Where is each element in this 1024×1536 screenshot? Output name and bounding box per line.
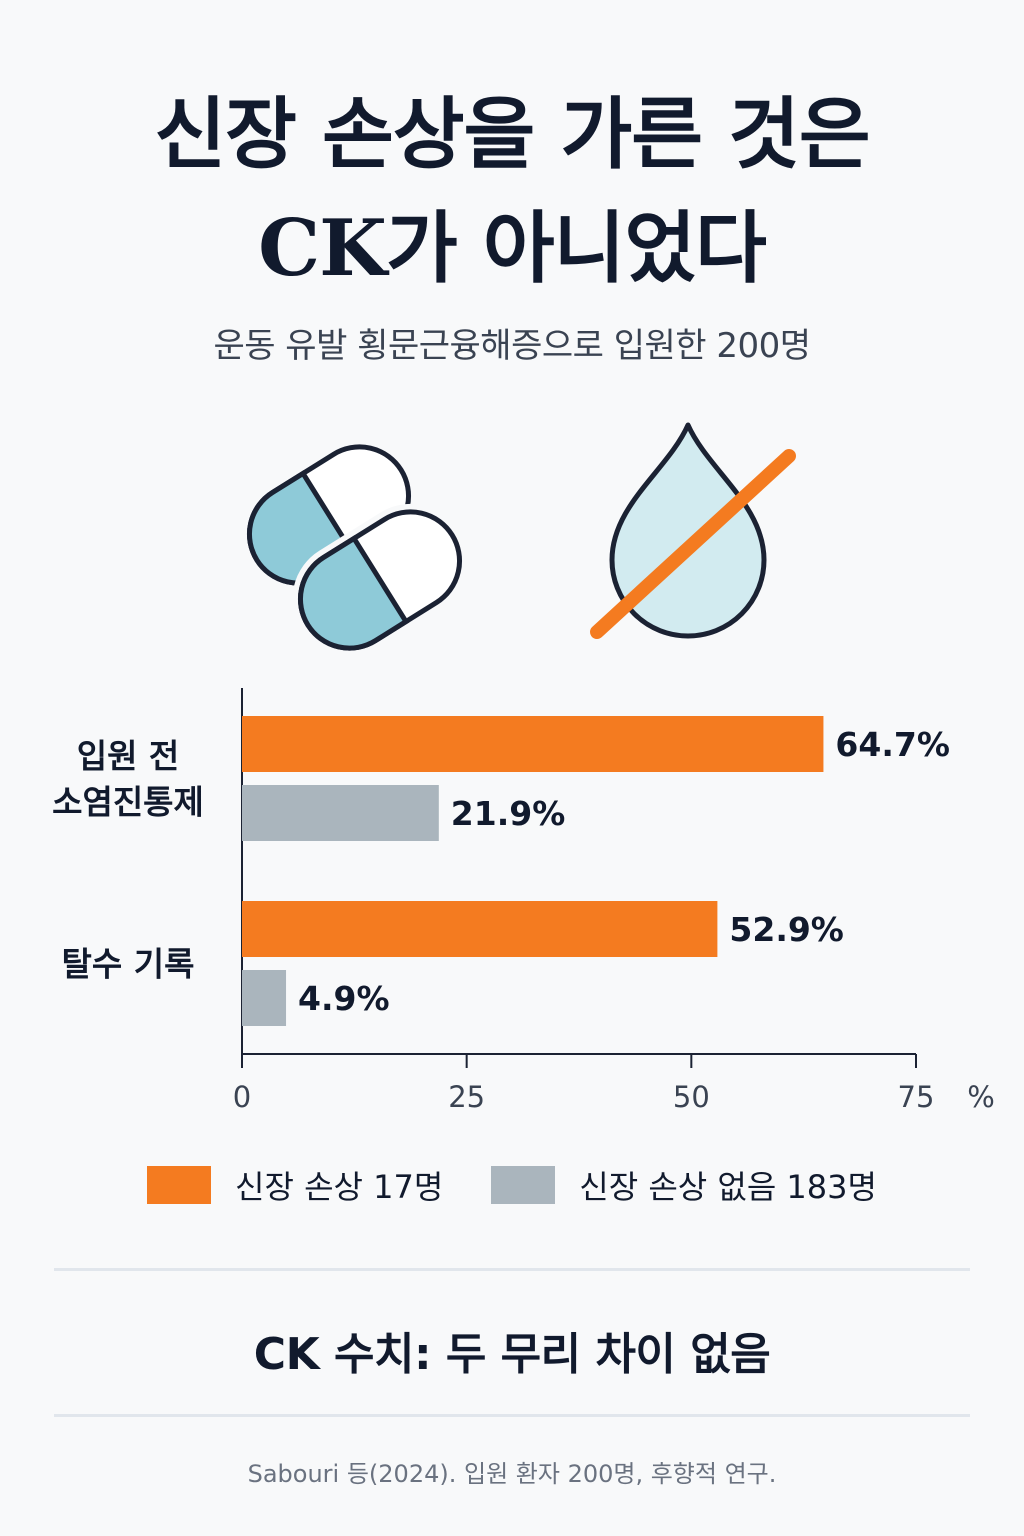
legend-swatch-kidney-injury — [147, 1166, 212, 1204]
x-tick-label: 25 — [448, 1080, 485, 1114]
bar-kidney-injury — [242, 901, 718, 957]
x-tick-label: 0 — [233, 1080, 251, 1114]
legend-item-no-kidney-injury: 신장 손상 없음 183명 — [491, 1162, 877, 1208]
category-label: 소염진통제 — [52, 783, 204, 822]
x-axis-unit: % — [967, 1080, 995, 1114]
legend-swatch-no-kidney-injury — [491, 1166, 556, 1204]
bar-value-label: 21.9% — [451, 794, 565, 833]
conclusion-text: CK 수치: 두 무리 차이 없음 — [253, 1329, 771, 1380]
divider-top — [54, 1268, 970, 1271]
bar-no-kidney-injury — [242, 970, 287, 1026]
legend-label-kidney-injury: 신장 손상 17명 — [235, 1168, 444, 1206]
x-tick-label: 50 — [673, 1080, 710, 1114]
chart-legend: 신장 손상 17명 신장 손상 없음 183명 — [0, 1162, 1024, 1208]
subtitle: 운동 유발 횡문근융해증으로 입원한 200명 — [213, 326, 811, 366]
legend-item-kidney-injury: 신장 손상 17명 — [147, 1162, 443, 1208]
bar-value-label: 4.9% — [298, 979, 390, 1018]
category-label: 탈수 기록 — [62, 945, 195, 984]
pill-capsules-icon — [246, 444, 468, 657]
page-title: 신장 손상을 가른 것은 CK가 아니었다 — [0, 78, 1024, 306]
x-tick-label: 75 — [898, 1080, 935, 1114]
source-citation: Sabouri 등(2024). 입원 환자 200명, 후향적 연구. — [247, 1460, 777, 1488]
title-line-1: 신장 손상을 가른 것은 — [154, 89, 870, 180]
crossed-water-drop-icon — [590, 422, 796, 639]
bar-no-kidney-injury — [242, 785, 439, 841]
divider-bottom — [54, 1414, 970, 1417]
title-line-2: CK가 아니었다 — [258, 203, 767, 294]
legend-label-no-kidney-injury: 신장 손상 없음 183명 — [579, 1168, 877, 1206]
bar-value-label: 64.7% — [835, 725, 950, 764]
bar-kidney-injury — [242, 716, 824, 772]
bar-value-label: 52.9% — [729, 910, 844, 949]
category-label: 입원 전 — [77, 737, 180, 776]
